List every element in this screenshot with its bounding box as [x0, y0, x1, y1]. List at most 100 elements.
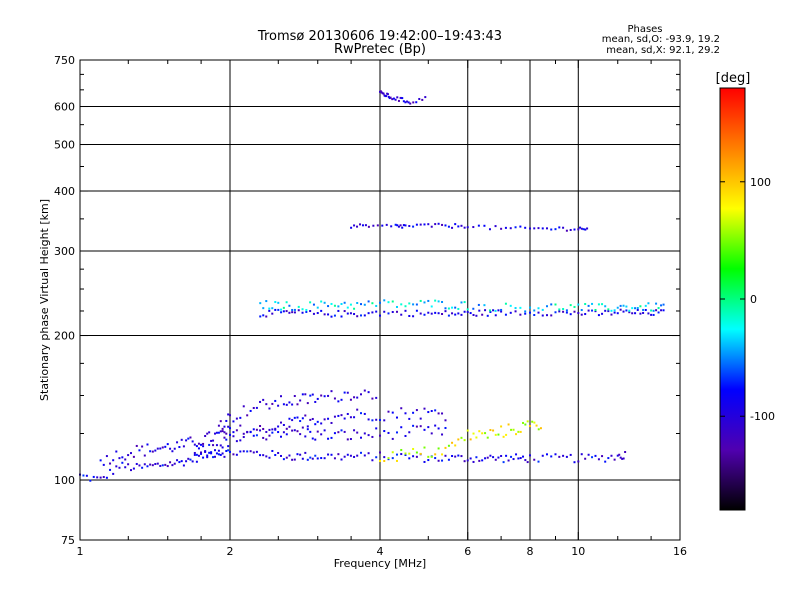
data-point: [509, 311, 512, 314]
data-point: [395, 416, 398, 419]
data-point: [159, 447, 162, 450]
data-point: [622, 304, 625, 307]
data-point: [353, 313, 356, 316]
data-point: [229, 414, 231, 417]
data-point: [580, 227, 583, 230]
x-tick-labels: 1 2 4 6 8 10 16: [77, 545, 688, 558]
data-point: [402, 224, 405, 227]
data-point: [625, 309, 628, 312]
data-point: [271, 428, 274, 431]
data-point: [271, 402, 274, 405]
data-point: [533, 314, 536, 317]
data-point: [277, 451, 280, 454]
data-point: [404, 224, 407, 227]
data-point: [408, 417, 411, 420]
data-point: [510, 428, 513, 431]
data-point: [601, 312, 604, 315]
data-point: [434, 299, 437, 302]
data-point: [387, 312, 390, 315]
data-point: [407, 101, 410, 104]
data-point: [604, 309, 607, 312]
data-point: [215, 452, 218, 455]
data-point: [412, 455, 415, 458]
data-point: [601, 455, 604, 458]
data-point: [444, 454, 447, 457]
data-point: [517, 457, 520, 460]
data-point: [301, 426, 304, 429]
data-point: [569, 313, 572, 316]
data-point: [562, 454, 565, 457]
data-point: [457, 312, 460, 315]
data-point: [320, 300, 323, 303]
data-point: [636, 308, 639, 311]
data-point: [441, 459, 444, 462]
data-point: [631, 307, 634, 310]
data-point: [613, 309, 616, 312]
data-point: [340, 303, 343, 306]
data-point: [401, 226, 404, 229]
data-point: [400, 453, 403, 456]
data-point: [591, 456, 594, 459]
data-point: [613, 311, 616, 314]
data-point: [610, 313, 613, 316]
data-point: [505, 454, 508, 457]
data-point: [285, 433, 288, 436]
data-point: [466, 308, 469, 311]
data-point: [274, 427, 277, 430]
data-point: [285, 427, 288, 430]
data-point: [296, 430, 299, 433]
data-point: [282, 423, 285, 426]
data-point: [400, 448, 403, 451]
data-point: [215, 444, 218, 447]
data-point: [246, 431, 249, 434]
data-point: [337, 305, 340, 308]
data-point: [622, 310, 625, 313]
data-point: [650, 309, 653, 312]
data-point: [517, 430, 520, 433]
data-point: [441, 433, 444, 436]
data-point: [171, 450, 174, 453]
data-point: [118, 466, 121, 469]
data-point: [504, 313, 507, 316]
data-point: [437, 459, 440, 462]
data-point: [466, 310, 469, 313]
data-point: [271, 312, 274, 315]
data-point: [371, 302, 374, 305]
data-point: [166, 443, 169, 446]
data-point: [401, 97, 404, 100]
data-point: [379, 459, 381, 462]
data-point: [187, 437, 190, 440]
data-point: [418, 97, 421, 100]
data-point: [587, 309, 590, 312]
data-point: [242, 436, 245, 439]
data-point: [533, 309, 536, 312]
data-point: [176, 441, 179, 444]
data-point: [383, 456, 386, 459]
data-point: [634, 312, 637, 315]
data-point: [333, 415, 336, 418]
data-point: [169, 447, 172, 450]
data-point: [541, 454, 544, 457]
data-point: [537, 307, 540, 310]
data-point: [406, 100, 409, 103]
data-point: [359, 412, 362, 415]
data-point: [312, 303, 315, 306]
data-point: [180, 438, 183, 441]
data-point: [268, 307, 271, 310]
data-point: [156, 462, 159, 465]
data-point: [412, 424, 415, 427]
data-point: [316, 397, 319, 400]
data-point: [558, 308, 561, 311]
data-point: [337, 453, 340, 456]
data-point: [311, 457, 314, 460]
data-point: [265, 455, 268, 458]
data-point: [149, 463, 152, 466]
data-point: [337, 414, 340, 417]
data-point: [154, 449, 157, 452]
data-point: [200, 452, 203, 455]
data-point: [489, 310, 492, 313]
data-points: [79, 90, 665, 482]
data-point: [434, 457, 437, 460]
data-point: [389, 96, 392, 99]
data-point: [529, 306, 531, 309]
